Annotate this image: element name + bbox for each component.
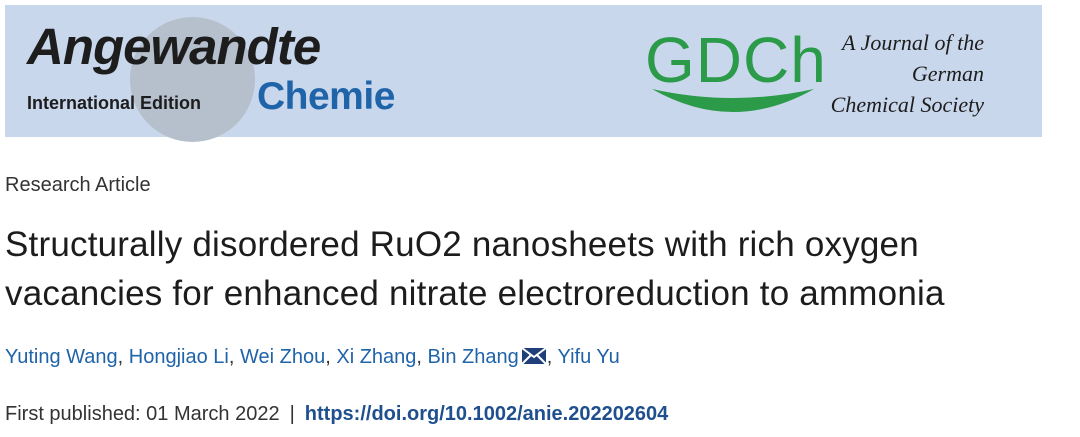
published-date: First published: 01 March 2022 (5, 403, 280, 425)
gdch-logo: GDCh (645, 24, 827, 96)
society-line-3: Chemical Society (830, 92, 984, 117)
author-link[interactable]: Yifu Yu (557, 346, 620, 368)
mail-icon[interactable] (521, 346, 547, 366)
publication-info: First published: 01 March 2022 | https://d… (5, 403, 668, 426)
journal-subtitle: Chemie (257, 75, 395, 118)
society-line-2: German (911, 61, 984, 86)
separator: | (289, 403, 295, 425)
society-text: A Journal of the German Chemical Society (831, 27, 984, 120)
doi-link[interactable]: https://doi.org/10.1002/anie.202202604 (304, 403, 669, 425)
article-title-line-2: vacancies for enhanced nitrate electrore… (5, 274, 945, 313)
article-type: Research Article (5, 174, 151, 196)
author-link[interactable]: Wei Zhou (240, 346, 326, 368)
author-link[interactable]: Hongjiao Li (128, 346, 229, 368)
logo-circle (130, 17, 255, 142)
article-title: Structurally disordered RuO2 nanosheets … (5, 220, 1075, 318)
author-link[interactable]: Bin Zhang (427, 346, 519, 368)
journal-banner[interactable]: Angewandte International Edition Chemie … (5, 5, 1042, 142)
journal-title: Angewandte (27, 18, 321, 75)
gdch-arc-icon (652, 89, 814, 112)
author-link[interactable]: Xi Zhang (336, 346, 417, 368)
journal-edition: International Edition (27, 93, 201, 113)
society-line-1: A Journal of the (842, 30, 984, 55)
article-title-line-1: Structurally disordered RuO2 nanosheets … (5, 225, 919, 264)
author-list: Yuting Wang, Hongjiao Li, Wei Zhou, Xi Z… (5, 346, 620, 368)
author-link[interactable]: Yuting Wang (5, 346, 118, 368)
